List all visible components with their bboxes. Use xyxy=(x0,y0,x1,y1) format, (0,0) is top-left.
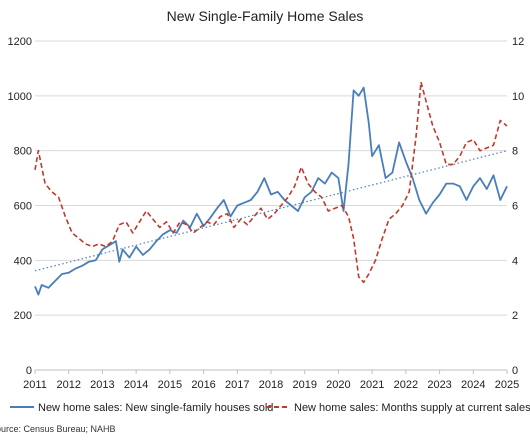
x-tick-label: 2018 xyxy=(259,379,283,391)
right-tick-label: 2 xyxy=(512,310,518,322)
x-tick-label: 2020 xyxy=(326,379,350,391)
x-axis: 2011 2012 2013 2014 2015 2016 2017 2018 2019 2020… xyxy=(23,369,519,391)
trend-line xyxy=(34,150,508,272)
right-tick-label: 10 xyxy=(512,91,524,103)
left-tick-label: 800 xyxy=(14,146,32,158)
plot-area xyxy=(34,81,508,296)
left-tick-label: 1200 xyxy=(8,36,32,48)
right-tick-label: 6 xyxy=(512,201,518,213)
right-tick-label: 4 xyxy=(512,255,518,267)
right-axis: 0 2 4 6 8 10 12 xyxy=(512,36,524,377)
left-tick-label: 600 xyxy=(14,201,32,213)
x-tick-label: 2021 xyxy=(360,379,384,391)
right-tick-label: 12 xyxy=(512,36,524,48)
x-tick-label: 2022 xyxy=(394,379,418,391)
x-tick-label: 2025 xyxy=(495,379,519,391)
x-tick-label: 2012 xyxy=(56,379,80,391)
legend: New home sales: New single-family houses… xyxy=(10,402,530,414)
left-tick-label: 400 xyxy=(14,255,32,267)
left-axis: 0 200 400 600 800 1000 1200 xyxy=(8,36,32,377)
legend-label-months-supply: New home sales: Months supply at current… xyxy=(294,402,530,414)
x-tick-label: 2024 xyxy=(461,379,485,391)
left-tick-label: 0 xyxy=(26,365,32,377)
x-tick-label: 2019 xyxy=(292,379,316,391)
legend-label-houses-sold: New home sales: New single-family houses… xyxy=(38,402,273,414)
left-tick-label: 1000 xyxy=(8,91,32,103)
source-note: Source: Census Bureau; NAHB xyxy=(0,424,116,434)
x-tick-label: 2016 xyxy=(191,379,215,391)
chart-title: New Single-Family Home Sales xyxy=(167,8,364,24)
x-tick-label: 2011 xyxy=(23,379,47,391)
months-supply-line xyxy=(34,81,508,284)
left-tick-label: 200 xyxy=(14,310,32,322)
right-tick-label: 0 xyxy=(512,365,518,377)
x-tick-label: 2015 xyxy=(158,379,182,391)
x-tick-label: 2014 xyxy=(124,379,148,391)
grid xyxy=(35,40,507,371)
houses-sold-line xyxy=(34,86,508,296)
x-tick-label: 2023 xyxy=(427,379,451,391)
x-tick-label: 2017 xyxy=(225,379,249,391)
right-tick-label: 8 xyxy=(512,146,518,158)
x-tick-label: 2013 xyxy=(90,379,114,391)
